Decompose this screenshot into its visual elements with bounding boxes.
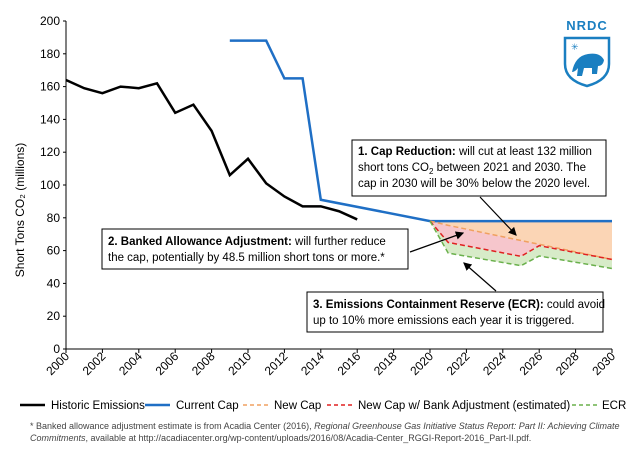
x-tick-label: 2008 (189, 349, 218, 378)
callout-cap-reduction: 1. Cap Reduction: will cut at least 132 … (351, 139, 607, 197)
callout3-title: 3. Emissions Containment Reserve (ECR): (313, 299, 544, 311)
x-tick-label: 2012 (262, 349, 291, 378)
polar-bear-icon (563, 36, 611, 88)
callout1-line2b: between 2021 and 2030. The (433, 162, 586, 174)
footnote-part1: * Banked allowance adjustment estimate i… (30, 421, 315, 431)
y-tick-label: 40 (47, 276, 61, 290)
x-tick-label: 2010 (225, 349, 254, 378)
x-tick-label: 2026 (517, 349, 546, 378)
y-tick-label: 20 (47, 309, 61, 323)
y-axis-title: Short Tons CO₂ (millions) (13, 143, 27, 277)
y-ticks: 0 20 40 60 80 100 120 140 160 180 200 (40, 14, 66, 356)
callout2-line1: will further reduce (292, 236, 386, 248)
callout1-line3: cap in 2030 will be 30% below the 2020 l… (358, 178, 590, 190)
callout1-line2-sub: 2 (429, 167, 434, 176)
ecr-area (430, 221, 612, 269)
x-tick-label: 2024 (480, 349, 509, 378)
svg-text:short tons CO2 between 2021 an: short tons CO2 between 2021 and 2030. Th… (358, 162, 586, 176)
x-ticks: 2000 2002 2004 2006 2008 2010 2012 2014 2016 2018… (43, 349, 618, 378)
y-tick-label: 100 (40, 178, 60, 192)
y-tick-label: 160 (40, 80, 60, 94)
x-tick-label: 2022 (444, 349, 473, 378)
arrow-ecr (463, 262, 497, 292)
x-tick-label: 2004 (116, 349, 145, 378)
y-tick-label: 200 (40, 14, 60, 28)
footnote-part2: , available at http://acadiacenter.org/w… (85, 433, 532, 443)
series-historic-emissions (65, 78, 358, 221)
star-icon: ✳ (571, 43, 579, 53)
legend-label-current-cap: Current Cap (176, 400, 239, 412)
x-tick-label: 2018 (371, 349, 400, 378)
callout2-line2: the cap, potentially by 48.5 million sho… (108, 252, 385, 264)
series-new-cap (429, 220, 613, 261)
y-tick-label: 180 (40, 47, 60, 61)
bank-adjustment-area (430, 221, 612, 260)
svg-text:the cap, potentially by 48.5 m: the cap, potentially by 48.5 million sho… (108, 252, 385, 264)
arrow-cap-reduction (479, 196, 517, 236)
y-axis-title-text: Short Tons CO₂ (millions) (13, 143, 27, 277)
x-tick-label: 2016 (335, 349, 364, 378)
callout3-line2: up to 10% more emissions each year it is… (313, 315, 574, 327)
y-tick-label: 60 (47, 244, 61, 258)
series-group (65, 39, 613, 270)
callout-ecr: 3. Emissions Containment Reserve (ECR): … (306, 291, 605, 333)
svg-text:up to 10% more emissions each: up to 10% more emissions each year it is… (313, 315, 574, 327)
series-ecr (429, 220, 613, 270)
x-tick-label: 2014 (298, 349, 327, 378)
y-tick-label: 80 (47, 211, 61, 225)
callout1-title: 1. Cap Reduction: (358, 146, 456, 158)
logo-text: NRDC (566, 18, 608, 33)
y-tick-label: 140 (40, 112, 60, 126)
callout1-line1: will cut at least 132 million (456, 146, 592, 158)
x-tick-label: 2000 (43, 349, 72, 378)
arrow-bank-adjustment (409, 231, 465, 253)
x-tick-label: 2028 (553, 349, 582, 378)
bear-shape (572, 53, 604, 76)
legend-label-new-cap-bank: New Cap w/ Bank Adjustment (estimated) (358, 400, 570, 412)
legend-label-ecr: ECR (602, 400, 626, 412)
footnote-report-title: Regional Greenhouse Gas Initiative Statu… (30, 421, 620, 443)
x-tick-label: 2006 (153, 349, 182, 378)
y-tick-label: 0 (53, 342, 60, 356)
x-tick-label: 2030 (589, 349, 618, 378)
callout3-line1: could avoid (544, 299, 605, 311)
x-tick-label: 2002 (80, 349, 109, 378)
x-tick-label: 2020 (407, 349, 436, 378)
nrdc-logo: NRDC ✳ (563, 18, 611, 88)
footnote: * Banked allowance adjustment estimate i… (30, 420, 620, 444)
legend: Historic Emissions Current Cap New Cap N… (20, 400, 626, 412)
svg-text:2. Banked Allowance Adjustment: 2. Banked Allowance Adjustment: will fur… (108, 236, 386, 248)
callout-bank-adjustment: 2. Banked Allowance Adjustment: will fur… (101, 228, 409, 270)
svg-text:cap in 2030 will be 30% below: cap in 2030 will be 30% below the 2020 l… (358, 178, 590, 190)
legend-label-historic: Historic Emissions (51, 400, 145, 412)
series-new-cap-w-bank-adjustment-estimated (429, 220, 613, 261)
y-tick-label: 120 (40, 145, 60, 159)
svg-text:3. Emissions Containment Reser: 3. Emissions Containment Reserve (ECR): … (313, 299, 605, 311)
legend-label-new-cap: New Cap (274, 400, 321, 412)
callout2-title: 2. Banked Allowance Adjustment: (108, 236, 292, 248)
callout1-line2a: short tons CO (358, 162, 429, 174)
chart: 0 20 40 60 80 100 120 140 160 180 200 2000 2002 2004… (13, 14, 626, 412)
svg-text:1. Cap Reduction: will cut at: 1. Cap Reduction: will cut at least 132 … (358, 146, 592, 158)
